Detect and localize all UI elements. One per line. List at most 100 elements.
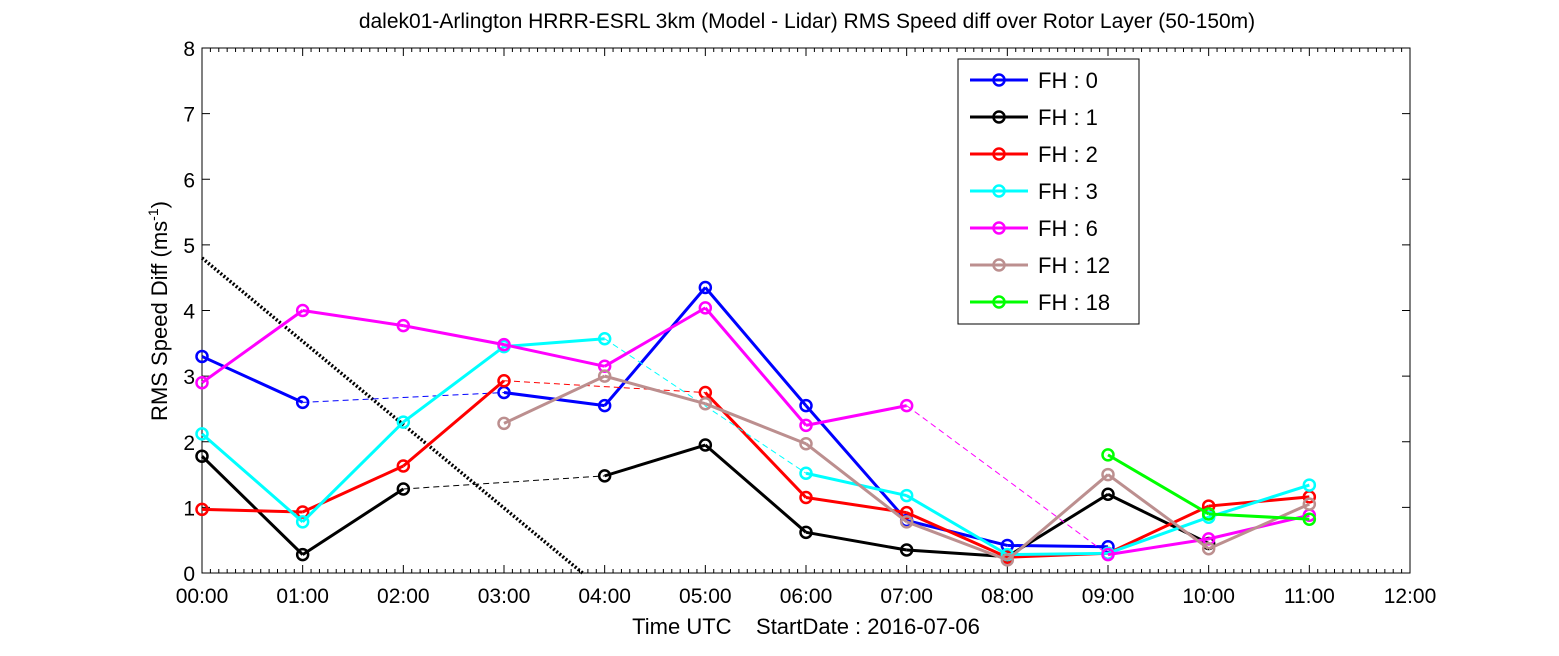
- series-segment: [805, 404, 907, 427]
- series-segment: [906, 548, 1008, 559]
- y-tick-label: 6: [183, 169, 195, 192]
- data-point: [899, 398, 914, 413]
- data-point: [698, 301, 713, 315]
- data-point: [597, 469, 612, 483]
- series-segment: [603, 286, 707, 407]
- y-axis-label: RMS Speed Diff (ms-1): [145, 201, 172, 421]
- x-tick-label: 06:00: [780, 585, 833, 608]
- data-point: [698, 438, 713, 452]
- data-point: [195, 375, 209, 390]
- series-fh-3: [195, 331, 1317, 562]
- data-point: [396, 482, 411, 496]
- data-point: [799, 436, 813, 451]
- legend-swatch-marker: [992, 184, 1006, 198]
- series-segment: [1107, 515, 1210, 555]
- series-segment: [201, 432, 304, 523]
- data-point: [295, 515, 310, 529]
- x-tick-label: 09:00: [1082, 585, 1135, 608]
- x-tick-label: 11:00: [1284, 585, 1335, 608]
- data-point: [698, 396, 713, 411]
- x-tick-label: 10:00: [1182, 585, 1235, 608]
- data-point: [799, 490, 813, 505]
- series-segment: [704, 402, 807, 446]
- series-segment: [604, 374, 706, 406]
- series-segment: [905, 494, 1009, 556]
- series-segment: [906, 519, 1008, 547]
- series-segment: [906, 520, 1008, 562]
- series-segment: [603, 306, 707, 368]
- data-point: [1000, 553, 1015, 567]
- series-segment: [1107, 473, 1210, 550]
- x-tick-label: 12:00: [1384, 585, 1437, 608]
- series-gap-segment: [604, 338, 807, 474]
- data-point: [396, 459, 411, 473]
- y-tick-label: 3: [183, 366, 195, 389]
- y-axis-label-close: ): [147, 201, 172, 208]
- y-tick-label: 2: [183, 432, 195, 455]
- series-segment: [503, 343, 605, 368]
- legend-label: FH : 18: [1038, 290, 1110, 315]
- series-segment: [906, 511, 1008, 559]
- data-point: [1201, 507, 1216, 521]
- series-segment: [1208, 512, 1310, 521]
- series-segment: [503, 374, 606, 425]
- series-segment: [201, 507, 303, 514]
- data-point: [1302, 512, 1317, 526]
- y-tick-label: 1: [183, 497, 195, 520]
- legend-label: FH : 12: [1038, 253, 1110, 278]
- data-point: [799, 466, 813, 480]
- series-segment: [503, 337, 605, 349]
- y-tick-label: 0: [183, 563, 195, 586]
- chart-title: dalek01-Arlington HRRR-ESRL 3km (Model -…: [359, 10, 1255, 33]
- data-point: [1201, 541, 1216, 556]
- series-fh-1: [195, 438, 1216, 564]
- legend-swatch-marker: [992, 73, 1006, 87]
- legend-swatch-marker: [992, 147, 1006, 161]
- legend-swatch-marker: [992, 221, 1006, 235]
- data-point: [597, 369, 612, 383]
- y-axis-label-superscript: -1: [145, 208, 161, 221]
- series-segment: [301, 487, 405, 556]
- series-segment: [201, 309, 304, 384]
- data-point: [597, 398, 612, 413]
- series-segment: [402, 345, 505, 424]
- data-point: [899, 515, 914, 529]
- legend-label: FH : 2: [1038, 142, 1098, 167]
- series-segment: [201, 355, 304, 404]
- x-tick-label: 02:00: [377, 585, 430, 608]
- x-tick-label: 05:00: [679, 585, 732, 608]
- x-tick-label: 01:00: [276, 585, 329, 608]
- series-segment: [1107, 504, 1210, 555]
- series-segment: [402, 379, 505, 468]
- y-tick-label: 5: [183, 235, 195, 258]
- series-gap-segment: [403, 475, 605, 490]
- series-segment: [704, 443, 807, 534]
- data-point: [899, 488, 914, 503]
- series-fh-6: [195, 301, 1317, 562]
- data-point: [195, 427, 209, 441]
- x-tick-label: 00:00: [176, 585, 229, 608]
- plot-background: [201, 47, 1411, 574]
- plot-area: 0 1 2 3 4 5 6 7 8 00:00 01:00 02:00 03:00 04:00 05:00 0…: [176, 38, 1437, 608]
- data-point: [698, 280, 713, 295]
- data-point: [497, 337, 511, 352]
- series-segment: [302, 309, 404, 328]
- data-point: [799, 418, 813, 433]
- series-segment: [1208, 502, 1310, 551]
- legend-label: FH : 0: [1038, 68, 1098, 93]
- data-point: [799, 398, 813, 413]
- series-segment: [804, 404, 908, 522]
- series-segment: [805, 442, 908, 523]
- series-segment: [1107, 453, 1210, 516]
- y-tick-label: 8: [183, 38, 195, 61]
- legend-swatch-marker: [992, 295, 1006, 309]
- data-point: [295, 303, 310, 318]
- series-segment: [403, 324, 505, 347]
- series-gap-segment: [503, 380, 706, 394]
- x-tick-label: 08:00: [981, 585, 1034, 608]
- data-point: [1101, 448, 1115, 462]
- series-gap-segment: [906, 405, 1109, 556]
- series-segment: [1208, 483, 1310, 519]
- series-segment: [704, 286, 808, 407]
- series-fh-12: [497, 369, 1317, 567]
